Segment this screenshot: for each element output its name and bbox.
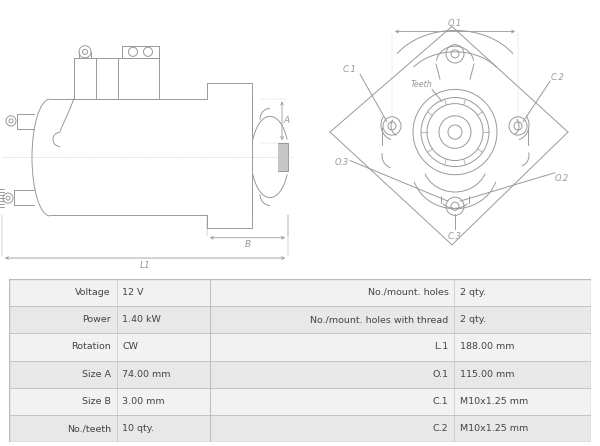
Text: C.2: C.2 [551,73,565,82]
Text: M10x1.25 mm: M10x1.25 mm [460,424,528,434]
Text: Power: Power [82,315,111,324]
Bar [9,333,210,360]
Bar [210,360,591,388]
Text: No./mount. holes: No./mount. holes [368,288,448,297]
Bar [210,279,591,306]
Bar [210,306,591,333]
Text: C.1: C.1 [343,65,357,74]
Text: Size B: Size B [82,397,111,406]
Text: O.1: O.1 [448,19,462,28]
Bar [9,360,210,388]
Text: 115.00 mm: 115.00 mm [460,370,515,379]
Text: 2 qty.: 2 qty. [460,315,486,324]
Text: Voltage: Voltage [75,288,111,297]
Text: No./mount. holes with thread: No./mount. holes with thread [310,315,448,324]
Bar [210,388,591,415]
Text: No./teeth: No./teeth [67,424,111,434]
Text: 3.00 mm: 3.00 mm [122,397,165,406]
Text: 74.00 mm: 74.00 mm [122,370,171,379]
Bar [210,333,591,360]
Text: Rotation: Rotation [71,343,111,351]
Bar [9,415,210,442]
Text: CW: CW [122,343,139,351]
Text: C.2: C.2 [433,424,448,434]
Text: C.3: C.3 [448,232,462,241]
Text: C.1: C.1 [433,397,448,406]
Text: B: B [244,240,251,249]
Text: O.2: O.2 [555,174,569,183]
Text: M10x1.25 mm: M10x1.25 mm [460,397,528,406]
Bar [9,388,210,415]
Bar [9,279,210,306]
Text: 2 qty.: 2 qty. [460,288,486,297]
Text: 188.00 mm: 188.00 mm [460,343,515,351]
Bar [210,415,591,442]
Text: L.1: L.1 [434,343,448,351]
Bar [9,306,210,333]
Text: A: A [284,116,290,125]
Text: 10 qty.: 10 qty. [122,424,154,434]
Text: Teeth: Teeth [411,80,433,89]
Text: 12 V: 12 V [122,288,144,297]
Text: L1: L1 [140,260,151,270]
Text: 1.40 kW: 1.40 kW [122,315,161,324]
Text: O.1: O.1 [433,370,448,379]
Text: O.3: O.3 [335,158,349,167]
Text: Size A: Size A [82,370,111,379]
